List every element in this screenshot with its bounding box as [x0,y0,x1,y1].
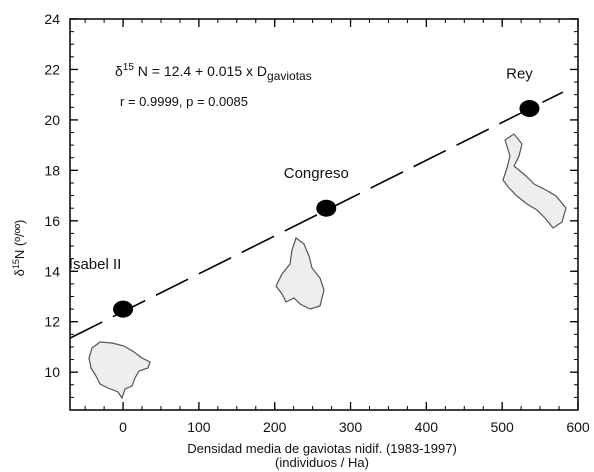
regression-equation: δ15 N = 12.4 + 0.015 x Dgaviotas [115,62,312,83]
x-tick-label: 400 [415,419,439,435]
y-tick-label: 14 [44,263,60,279]
y-tick-label: 16 [44,213,60,229]
data-point [113,300,134,318]
y-tick-label: 24 [44,11,60,27]
data-point [316,199,337,217]
x-tick-label: 200 [263,419,287,435]
x-tick-label: 500 [490,419,514,435]
x-tick-label: 100 [187,419,211,435]
x-axis-label-line1: Densidad media de gaviotas nidif. (1983-… [187,441,457,456]
regression-line [69,91,564,339]
y-axis-label: δ15N (º/ºº) [11,220,27,277]
data-point [519,100,540,118]
x-axis-label-line2: (individuos / Ha) [275,455,369,470]
y-tick-label: 18 [44,162,60,178]
x-tick-label: 600 [566,419,590,435]
point-label: Rey [506,66,533,83]
congreso-shape [275,237,325,310]
y-tick-label: 22 [44,61,60,77]
data-points [113,100,540,318]
x-tick-label: 0 [119,419,127,435]
point-label: Isabel II [69,256,122,273]
isabel-ii-shape [88,341,151,400]
axes-layer: 0 100 200 300 400 500 600 10 12 14 16 18 20 22 24 [44,11,589,435]
regression-line-layer [69,91,564,339]
y-tick-label: 12 [44,314,60,330]
y-tick-label: 20 [44,112,60,128]
plot-frame [69,18,579,411]
point-labels: Isabel II Congreso Rey [69,66,533,274]
point-label: Congreso [284,165,349,182]
lake-shapes [88,133,567,400]
regression-stats: r = 0.9999, p = 0.0085 [120,94,248,109]
y-tick-label: 10 [44,364,60,380]
x-tick-label: 300 [339,419,363,435]
rey-shape [502,133,567,229]
